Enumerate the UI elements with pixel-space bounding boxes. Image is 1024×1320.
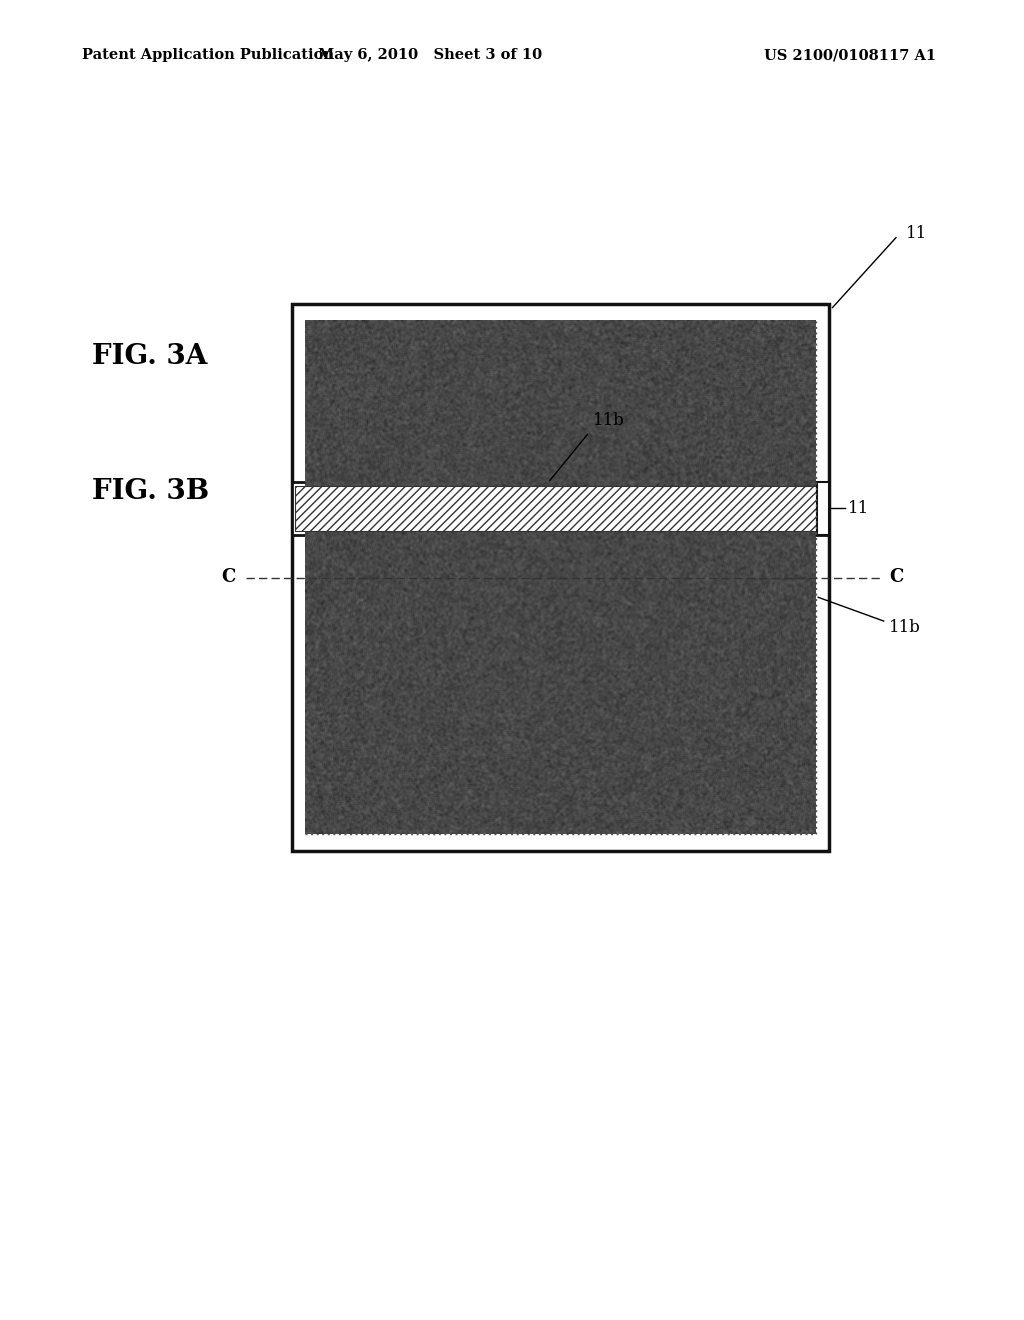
- Bar: [295, 486, 826, 531]
- Text: 11: 11: [906, 226, 928, 242]
- Text: C: C: [221, 569, 236, 586]
- Text: FIG. 3B: FIG. 3B: [92, 478, 209, 504]
- Text: Patent Application Publication: Patent Application Publication: [82, 49, 334, 62]
- Bar: [292, 304, 829, 851]
- Text: US 2100/0108117 A1: US 2100/0108117 A1: [764, 49, 936, 62]
- Text: C: C: [889, 569, 903, 586]
- Text: 11b: 11b: [593, 412, 625, 429]
- Text: FIG. 3A: FIG. 3A: [92, 343, 208, 370]
- Text: 11: 11: [848, 500, 869, 516]
- Bar: [817, 482, 829, 535]
- Bar: [292, 482, 829, 535]
- Text: 11b: 11b: [889, 619, 921, 636]
- Bar: [305, 321, 816, 834]
- Text: May 6, 2010   Sheet 3 of 10: May 6, 2010 Sheet 3 of 10: [318, 49, 542, 62]
